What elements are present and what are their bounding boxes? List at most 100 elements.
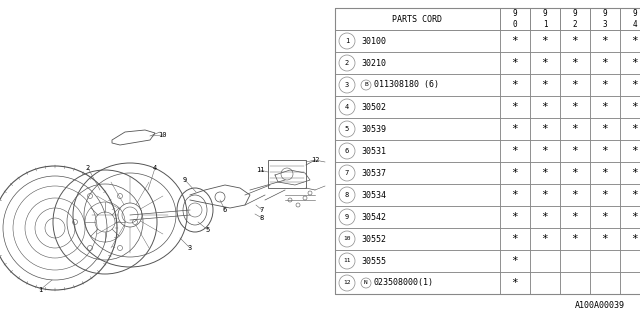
Text: *: *: [602, 102, 609, 112]
Bar: [590, 162, 620, 184]
Text: *: *: [572, 168, 579, 178]
Bar: [560, 184, 590, 206]
Circle shape: [339, 55, 355, 71]
Text: *: *: [602, 190, 609, 200]
Bar: [335, 96, 500, 118]
Bar: [620, 272, 640, 294]
Text: 11: 11: [343, 259, 351, 263]
Text: *: *: [541, 168, 548, 178]
Bar: [530, 8, 560, 30]
Text: 30531: 30531: [361, 147, 386, 156]
Text: *: *: [572, 212, 579, 222]
Text: 4: 4: [153, 165, 157, 171]
Bar: [560, 96, 590, 118]
Bar: [335, 118, 500, 140]
Bar: [268, 160, 306, 188]
Text: *: *: [572, 146, 579, 156]
Bar: [560, 228, 590, 250]
Bar: [620, 96, 640, 118]
Text: *: *: [632, 36, 638, 46]
Text: 10: 10: [157, 132, 166, 138]
Text: *: *: [572, 190, 579, 200]
Text: *: *: [511, 190, 518, 200]
Text: 4: 4: [345, 104, 349, 110]
Bar: [500, 228, 530, 250]
Text: N: N: [364, 281, 368, 285]
Bar: [500, 250, 530, 272]
Text: 9
0: 9 0: [513, 9, 517, 29]
Bar: [590, 272, 620, 294]
Text: *: *: [511, 146, 518, 156]
Bar: [590, 140, 620, 162]
Text: B: B: [364, 83, 368, 87]
Circle shape: [339, 99, 355, 115]
Bar: [590, 228, 620, 250]
Bar: [530, 272, 560, 294]
Bar: [590, 96, 620, 118]
Bar: [620, 30, 640, 52]
Text: *: *: [602, 36, 609, 46]
Bar: [560, 52, 590, 74]
Text: 011308180 (6): 011308180 (6): [374, 81, 439, 90]
Bar: [590, 30, 620, 52]
Text: 3: 3: [188, 245, 192, 251]
Circle shape: [339, 187, 355, 203]
Text: 023508000(1): 023508000(1): [374, 278, 434, 287]
Text: *: *: [602, 212, 609, 222]
Text: *: *: [602, 80, 609, 90]
Text: *: *: [541, 58, 548, 68]
Text: *: *: [511, 278, 518, 288]
Text: *: *: [632, 124, 638, 134]
Text: *: *: [602, 146, 609, 156]
Text: 30539: 30539: [361, 124, 386, 133]
Bar: [590, 52, 620, 74]
Text: *: *: [541, 36, 548, 46]
Text: 1: 1: [38, 287, 42, 293]
Bar: [500, 118, 530, 140]
Text: *: *: [541, 234, 548, 244]
Circle shape: [339, 209, 355, 225]
Text: *: *: [511, 58, 518, 68]
Bar: [620, 250, 640, 272]
Text: 12: 12: [311, 157, 319, 163]
Bar: [530, 162, 560, 184]
Text: *: *: [511, 102, 518, 112]
Bar: [335, 228, 500, 250]
Bar: [500, 52, 530, 74]
Bar: [530, 74, 560, 96]
Bar: [530, 52, 560, 74]
Text: 8: 8: [260, 215, 264, 221]
Bar: [560, 74, 590, 96]
Text: *: *: [511, 168, 518, 178]
Text: *: *: [602, 234, 609, 244]
Text: *: *: [572, 58, 579, 68]
Text: *: *: [511, 36, 518, 46]
Text: *: *: [511, 124, 518, 134]
Bar: [560, 30, 590, 52]
Text: *: *: [602, 58, 609, 68]
Bar: [335, 8, 640, 294]
Text: 9
4: 9 4: [633, 9, 637, 29]
Bar: [560, 272, 590, 294]
Text: *: *: [572, 124, 579, 134]
Text: *: *: [572, 36, 579, 46]
Bar: [620, 118, 640, 140]
Bar: [620, 228, 640, 250]
Circle shape: [339, 33, 355, 49]
Text: 9: 9: [345, 214, 349, 220]
Text: 30555: 30555: [361, 257, 386, 266]
Bar: [560, 118, 590, 140]
Circle shape: [339, 121, 355, 137]
Bar: [620, 184, 640, 206]
Bar: [500, 184, 530, 206]
Text: 8: 8: [345, 192, 349, 198]
Bar: [560, 140, 590, 162]
Text: *: *: [602, 168, 609, 178]
Text: *: *: [632, 234, 638, 244]
Text: 7: 7: [345, 170, 349, 176]
Bar: [500, 30, 530, 52]
Bar: [530, 250, 560, 272]
Bar: [590, 206, 620, 228]
Text: A100A00039: A100A00039: [575, 301, 625, 310]
Bar: [620, 162, 640, 184]
